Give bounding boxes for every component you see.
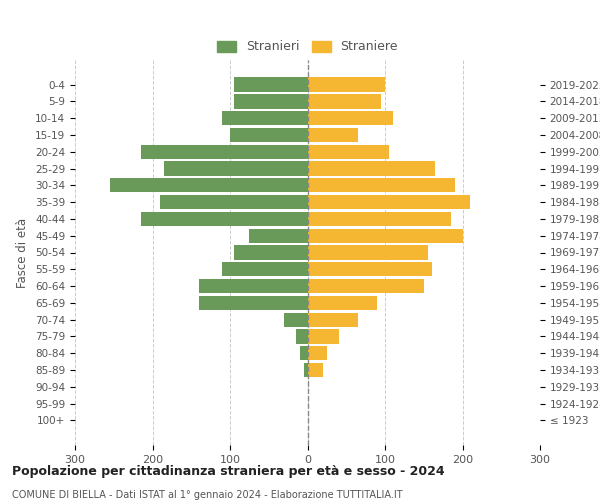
Bar	[230, 128, 308, 142]
Bar	[141, 144, 308, 159]
Bar	[234, 94, 308, 108]
Bar	[199, 279, 308, 293]
Bar	[222, 262, 308, 276]
Bar	[308, 228, 463, 243]
Bar	[308, 296, 377, 310]
Bar	[308, 212, 451, 226]
Text: Popolazione per cittadinanza straniera per età e sesso - 2024: Popolazione per cittadinanza straniera p…	[12, 465, 445, 478]
Bar	[308, 279, 424, 293]
Bar	[308, 94, 381, 108]
Legend: Stranieri, Straniere: Stranieri, Straniere	[212, 36, 403, 59]
Bar	[160, 195, 308, 210]
Bar	[304, 363, 308, 377]
Bar	[234, 78, 308, 92]
Bar	[250, 228, 308, 243]
Bar	[141, 212, 308, 226]
Bar	[308, 262, 431, 276]
Bar	[222, 111, 308, 126]
Bar	[308, 330, 338, 344]
Bar	[308, 363, 323, 377]
Bar	[308, 111, 393, 126]
Bar	[308, 346, 327, 360]
Y-axis label: Fasce di età: Fasce di età	[16, 218, 29, 288]
Bar	[234, 246, 308, 260]
Bar	[308, 195, 470, 210]
Text: COMUNE DI BIELLA - Dati ISTAT al 1° gennaio 2024 - Elaborazione TUTTITALIA.IT: COMUNE DI BIELLA - Dati ISTAT al 1° genn…	[12, 490, 403, 500]
Bar	[110, 178, 308, 192]
Bar	[308, 144, 389, 159]
Bar	[308, 246, 428, 260]
Bar	[284, 312, 308, 327]
Bar	[296, 330, 308, 344]
Bar	[308, 78, 385, 92]
Bar	[308, 312, 358, 327]
Bar	[300, 346, 308, 360]
Bar	[308, 178, 455, 192]
Bar	[308, 128, 358, 142]
Bar	[308, 162, 436, 175]
Bar	[164, 162, 308, 175]
Bar	[199, 296, 308, 310]
